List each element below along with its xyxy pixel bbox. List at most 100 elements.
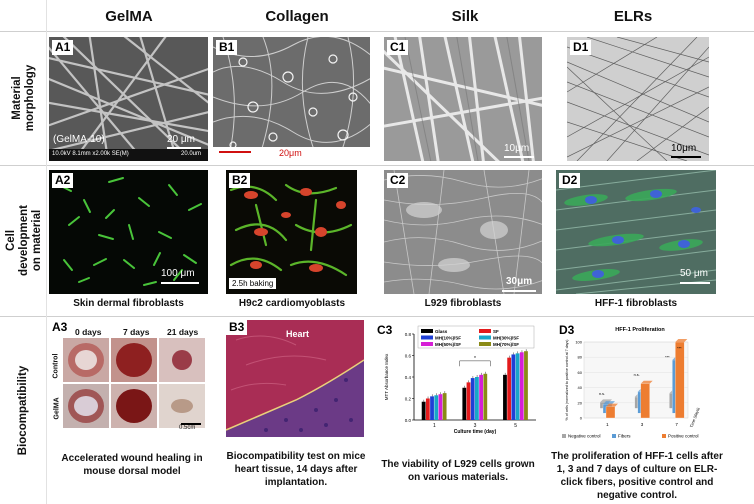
scale-label-d2: 50 μm: [680, 268, 708, 279]
histology-image-b3: B3 Heart: [226, 320, 364, 437]
d3-category-label: 3: [641, 422, 644, 427]
d3-bar: [675, 341, 685, 419]
panel-label-b2: B2: [229, 173, 251, 188]
gelma-fibers-graphic: [49, 37, 208, 161]
sample-label-a1: (GelMA-10): [53, 134, 105, 145]
scale-bar-a2: [161, 282, 199, 284]
c3-legend-label: MH(10%)/SF: [435, 336, 461, 341]
panel-label-d3: D3: [556, 323, 578, 338]
d3-y-tick-label: 60: [578, 370, 583, 375]
d3-y-tick-label: 100: [575, 340, 582, 345]
d3-significance-mark: n.s.: [599, 392, 605, 396]
c3-legend-swatch: [421, 335, 433, 340]
panel-label-a2: A2: [52, 173, 74, 188]
c3-bar: [511, 354, 516, 420]
d3-category-label: 1: [606, 422, 609, 427]
c3-legend-label: Glass: [435, 329, 448, 334]
c3-bar: [483, 373, 488, 420]
c3-legend-box: [417, 325, 535, 349]
green-cells-graphic: [58, 177, 202, 286]
silk-fibers-graphic: [384, 37, 542, 161]
chart-d3: HFF-1 Proliferation 0 20 40 60 80 100 % of cell…: [556, 320, 716, 446]
c3-y-tick-label: 0.8: [405, 332, 412, 337]
sem-image-silk: C1 10μm: [384, 37, 542, 161]
c3-legend-swatch: [421, 329, 433, 333]
panel-label-a1: A1: [52, 40, 74, 55]
panel-label-d2: D2: [559, 173, 581, 188]
d3-legend-swatch: [662, 434, 666, 438]
sem-footer-scale-a1: 20.0um: [181, 151, 202, 157]
scale-bar-c1: [504, 156, 534, 158]
c3-y-axis-label: MTT Absorbance Index: [384, 353, 389, 400]
c3-bar: [434, 395, 439, 420]
d3-x-axis-label: Time (days): [689, 406, 701, 428]
c3-bar: [430, 396, 434, 420]
sem-footer-a1: 10.0kV 8.1mm x2.00k SE(M): [52, 151, 129, 157]
c3-legend-swatch: [421, 342, 433, 346]
column-header-gelma: GelMA: [105, 8, 153, 25]
d3-significance-mark: n.s.: [634, 373, 640, 377]
caption-a3: Accelerated wound healing in mouse dorsa…: [61, 453, 203, 477]
c3-y-tick-label: 0.6: [405, 354, 412, 359]
sem-image-gelma: A1 (GelMA-10) 20 μm 10.0kV 8.1mm x2.00k …: [49, 37, 208, 161]
fluorescence-image-d2: D2 50 μm: [556, 170, 716, 294]
caption-a2: Skin dermal fibroblasts: [73, 298, 184, 309]
scale-bar-a1: [167, 147, 201, 149]
c3-bar: [519, 352, 524, 420]
c3-bar: [438, 394, 443, 420]
c3-bar: [479, 374, 483, 420]
caption-b2: H9c2 cardiomyoblasts: [238, 298, 346, 309]
panel-label-b3: B3: [226, 320, 248, 335]
d3-category-label: 7: [675, 422, 678, 427]
wound-photos-graphic: [63, 338, 205, 428]
sem-image-elrs: D1 10μm: [567, 37, 709, 161]
c3-legend-swatch: [479, 329, 491, 333]
c3-y-tick-label: 0.0: [405, 418, 412, 423]
column-header-silk: Silk: [451, 8, 479, 25]
d3-y-tick-label: 80: [578, 355, 583, 360]
panel-label-a3: A3: [49, 320, 71, 335]
fluorescence-image-a2: A2 100 μm: [49, 170, 208, 294]
c3-legend-label: MH(70%)/SF: [493, 342, 519, 347]
row-header-cell-development: Cell development on material: [4, 205, 43, 276]
d3-legend-swatch: [562, 434, 566, 438]
time-label-7: 7 days: [123, 327, 150, 337]
c3-bar: [462, 387, 467, 420]
c3-bar: [425, 398, 430, 420]
scale-bar-d2: [680, 282, 710, 284]
d3-bar-top: [675, 339, 688, 342]
panel-label-b1: B1: [216, 40, 238, 55]
panel-label-c1: C1: [387, 40, 409, 55]
panel-label-c2: C2: [387, 173, 409, 188]
d3-bar-top: [640, 380, 653, 384]
scale-bar-c2: [502, 290, 536, 292]
heart-tissue-graphic: [226, 320, 364, 432]
panel-label-c3: C3: [374, 323, 396, 338]
c3-legend-swatch: [479, 335, 491, 340]
d3-y-tick-label: 20: [578, 400, 583, 405]
c3-bar: [524, 351, 528, 420]
scale-label-c1: 10μm: [504, 143, 530, 154]
collagen-mesh-graphic: [213, 37, 370, 161]
c3-legend-label: MH(50%)/SF: [435, 342, 461, 347]
c3-significance-bracket: [459, 360, 491, 367]
proliferation-bar-chart: HFF-1 Proliferation 0 20 40 60 80 100 % of cell…: [562, 327, 701, 439]
c3-bar: [475, 377, 479, 420]
d3-chart-title: HFF-1 Proliferation: [615, 327, 665, 333]
d3-legend-label: Negative control: [568, 434, 601, 439]
sem-image-c2: C2 30μm: [384, 170, 542, 294]
d3-bar: [640, 383, 650, 419]
c3-category-label: 3: [474, 423, 477, 429]
c3-bar: [466, 382, 471, 420]
baking-note-b2: 2.5h baking: [229, 278, 277, 289]
c3-legend-label: MH(30%)/SF: [493, 336, 519, 341]
d3-y-tick-label: 40: [578, 385, 583, 390]
fluorescence-image-b2: B2 2.5h baking: [226, 170, 357, 294]
time-label-21: 21 days: [167, 327, 199, 337]
d3-y-tick-label: 0: [580, 416, 583, 421]
scale-label-d1: 10μm: [671, 143, 697, 154]
divider-row2: [0, 316, 754, 317]
c3-legend-label: SF: [493, 329, 499, 334]
c3-category-label: 5: [514, 423, 517, 429]
scale-label-a3: 0.5cm: [179, 425, 196, 431]
